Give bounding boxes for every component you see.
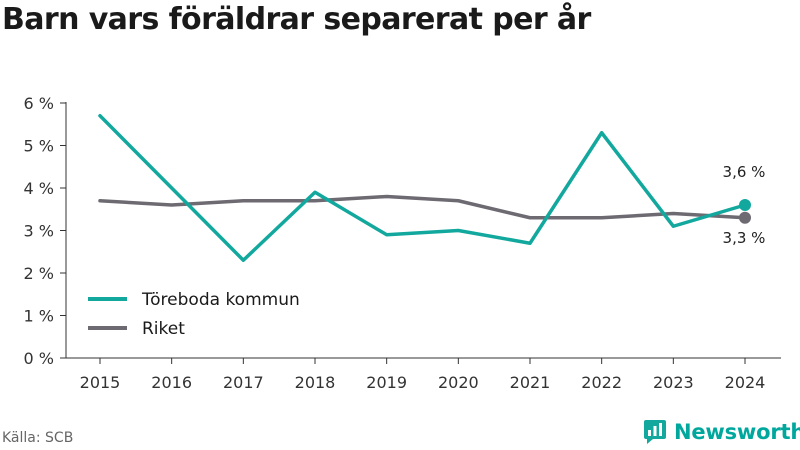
end-value-label: 3,3 % [723,229,766,247]
series-end-point [739,199,751,211]
end-value-label: 3,6 % [723,163,766,181]
series-end-point [739,211,751,224]
brand-logo: Newsworthy [644,420,800,444]
x-tick-label: 2022 [581,373,622,392]
series-line [98,194,747,220]
x-tick-label: 2018 [295,373,336,392]
y-tick-label: 4 % [24,179,54,198]
y-tick-label: 5 % [24,137,54,156]
y-tick-label: 6 % [24,94,54,113]
newsworthy-logo-icon [644,420,666,444]
series-line [98,114,747,262]
x-tick-label: 2015 [80,373,121,392]
end-labels: 3,6 % 3,3 % [723,163,766,247]
x-tick-label: 2023 [653,373,694,392]
legend-label: Riket [142,319,185,339]
x-tick-label: 2021 [510,373,551,392]
x-tick-label: 2020 [438,373,479,392]
y-tick-label: 2 % [24,264,54,283]
y-tick-label: 0 % [24,349,54,368]
x-tick-label: 2016 [151,373,192,392]
y-axis: 0 % 1 % 2 % 3 % 4 % 5 % 6 % [24,94,67,368]
x-axis: 2015 2016 2017 2018 2019 2020 2021 2022 2023 2024 [66,357,781,392]
chart-title: Barn vars föräldrar separerat per år [2,2,591,37]
brand-name: Newsworthy [674,420,800,444]
legend-background [72,283,320,343]
series-lines [98,114,751,262]
x-tick-label: 2019 [366,373,407,392]
x-tick-label: 2024 [725,373,766,392]
source-note: Källa: SCB [2,430,74,446]
y-tick-label: 3 % [24,222,54,241]
y-tick-label: 1 % [24,307,54,326]
legend: Töreboda kommun Riket [72,283,320,343]
legend-label: Töreboda kommun [141,290,300,310]
x-tick-label: 2017 [223,373,264,392]
line-chart: 0 %1 %2 %3 %4 %5 %6 % 2015 2016 2017 2018 20… [24,94,781,392]
